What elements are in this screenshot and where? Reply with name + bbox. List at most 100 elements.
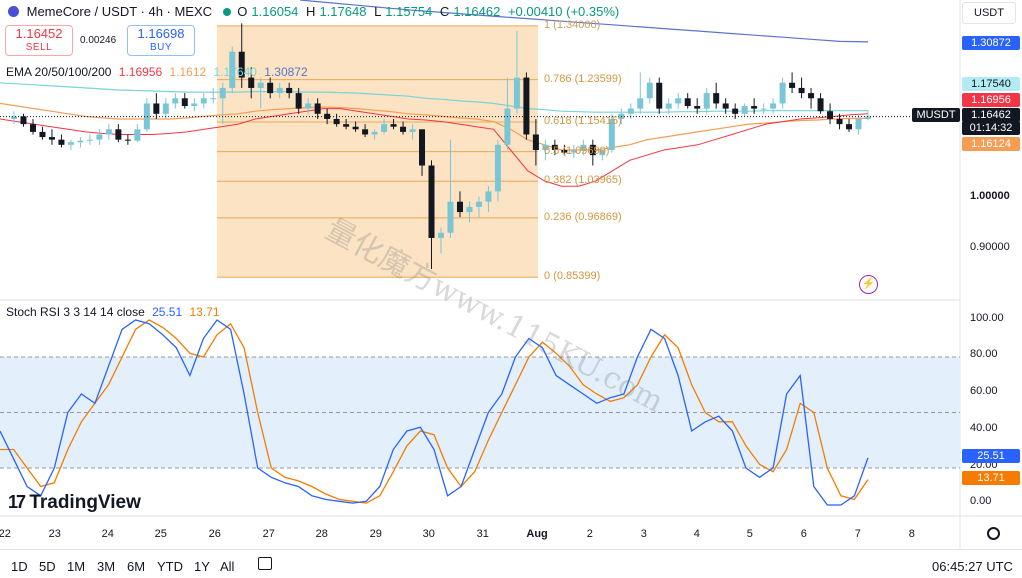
ema100-price-label: 1.17540 [962, 77, 1020, 91]
candle-body [779, 82, 786, 104]
stoch-k-axis-label: 25.51 [962, 449, 1020, 463]
ema20-value: 1.16956 [118, 65, 163, 79]
tv-logo-text: TradingView [29, 492, 141, 513]
candle-body [352, 126, 359, 130]
range-button-all[interactable]: All [220, 559, 235, 574]
ema20-line [0, 108, 869, 187]
candle-body [371, 131, 378, 135]
candle-body [48, 137, 55, 140]
candle-body [741, 106, 748, 114]
candle-body [675, 98, 682, 104]
fib-level-label: 0.236 (0.96869) [544, 210, 622, 223]
candle-body [694, 106, 701, 109]
candle-body [295, 93, 302, 109]
price-tick: 0.90000 [970, 241, 1010, 253]
stoch-legend[interactable]: Stoch RSI 3 3 14 14 close 25.51 13.71 [6, 305, 220, 319]
ema20-price-label: 1.16956 [962, 93, 1020, 107]
candle-body [124, 139, 131, 141]
candle-body [67, 142, 74, 145]
candle-body [447, 201, 454, 233]
buy-label: BUY [149, 42, 173, 53]
candle-body [200, 98, 207, 104]
countdown-label: 01:14:32 [962, 121, 1020, 135]
sell-button[interactable]: 1.16452 SELL [5, 25, 73, 56]
candle-body [817, 98, 824, 112]
candle-body [770, 103, 777, 109]
time-tick: 8 [908, 528, 915, 540]
candle-body [646, 82, 653, 99]
time-tick: 23 [48, 528, 61, 540]
stoch-d-axis-label: 13.71 [962, 471, 1020, 485]
lightning-icon[interactable]: ⚡ [859, 275, 878, 294]
ema50-price-label: 1.16124 [962, 137, 1020, 151]
tradingview-logo[interactable]: 17 TradingView [8, 492, 141, 514]
range-button-3m[interactable]: 3M [97, 559, 116, 574]
candle-body [210, 98, 217, 100]
time-tick: 3 [640, 528, 647, 540]
rsi-tick: 100.00 [970, 312, 1004, 324]
currency-selector[interactable]: USDT [962, 2, 1016, 24]
symbol-title[interactable]: MemeCore / USDT · 4h · MEXC [26, 4, 213, 19]
candle-body [305, 103, 312, 109]
time-tick: 5 [746, 528, 753, 540]
candle-body [561, 150, 568, 153]
candle-body [494, 144, 501, 192]
utc-clock[interactable]: 06:45:27 UTC [932, 559, 1013, 574]
candle-body [419, 129, 426, 166]
candle-body [181, 98, 188, 107]
tv-logo-icon: 17 [8, 492, 26, 512]
time-tick: 28 [315, 528, 328, 540]
range-button-1d[interactable]: 1D [11, 559, 28, 574]
time-tick: 6 [800, 528, 807, 540]
settings-icon[interactable] [987, 527, 1000, 540]
range-button-1y[interactable]: 1Y [194, 559, 210, 574]
candle-body [504, 108, 511, 145]
candle-body [523, 77, 530, 135]
buy-button[interactable]: 1.16698 BUY [127, 25, 195, 56]
time-tick: 24 [101, 528, 114, 540]
candle-body [475, 201, 482, 207]
candle-body [599, 150, 606, 156]
time-tick: 26 [208, 528, 221, 540]
candle-body [532, 134, 539, 150]
range-button-1m[interactable]: 1M [67, 559, 86, 574]
candle-body [665, 103, 672, 109]
candle-body [276, 87, 283, 94]
range-button-6m[interactable]: 6M [127, 559, 146, 574]
range-button-ytd[interactable]: YTD [157, 559, 183, 574]
candle-body [513, 77, 520, 109]
time-tick: 22 [0, 528, 11, 540]
ema-legend[interactable]: EMA 20/50/100/200 1.16956 1.1612 1.17640… [6, 65, 308, 79]
candle-body [789, 82, 796, 88]
candle-body [362, 129, 369, 135]
time-tick: Aug [526, 528, 548, 540]
candle-body [115, 129, 122, 140]
candle-body [267, 82, 274, 94]
ema50-value: 1.1612 [169, 65, 207, 79]
fib-level-label: 0.786 (1.23599) [544, 72, 622, 85]
candle-body [172, 98, 179, 104]
range-button-5d[interactable]: 5D [39, 559, 56, 574]
spread-value: 0.00246 [80, 35, 117, 46]
candle-body [219, 87, 226, 99]
high-label: H [306, 4, 316, 19]
candle-body [77, 140, 84, 143]
candle-body [428, 165, 435, 238]
candle-body [143, 103, 150, 130]
stoch-d-value: 13.71 [189, 305, 220, 319]
candle-body [855, 118, 862, 130]
status-dot-icon [222, 8, 231, 16]
candle-body [400, 126, 407, 132]
candle-body [153, 103, 160, 114]
rsi-tick: 40.00 [970, 422, 998, 434]
time-tick: 31 [476, 528, 489, 540]
symbol-header: MemeCore / USDT · 4h · MEXC O 1.16054 H 1.… [8, 4, 623, 19]
close-value: 1.16462 [453, 4, 501, 19]
chart-canvas[interactable] [0, 0, 1022, 549]
time-tick: 4 [693, 528, 700, 540]
calendar-icon[interactable] [258, 557, 272, 570]
rsi-tick: 0.00 [970, 495, 992, 507]
candle-body [86, 139, 93, 141]
candle-body [58, 139, 65, 145]
candle-body [29, 124, 36, 132]
